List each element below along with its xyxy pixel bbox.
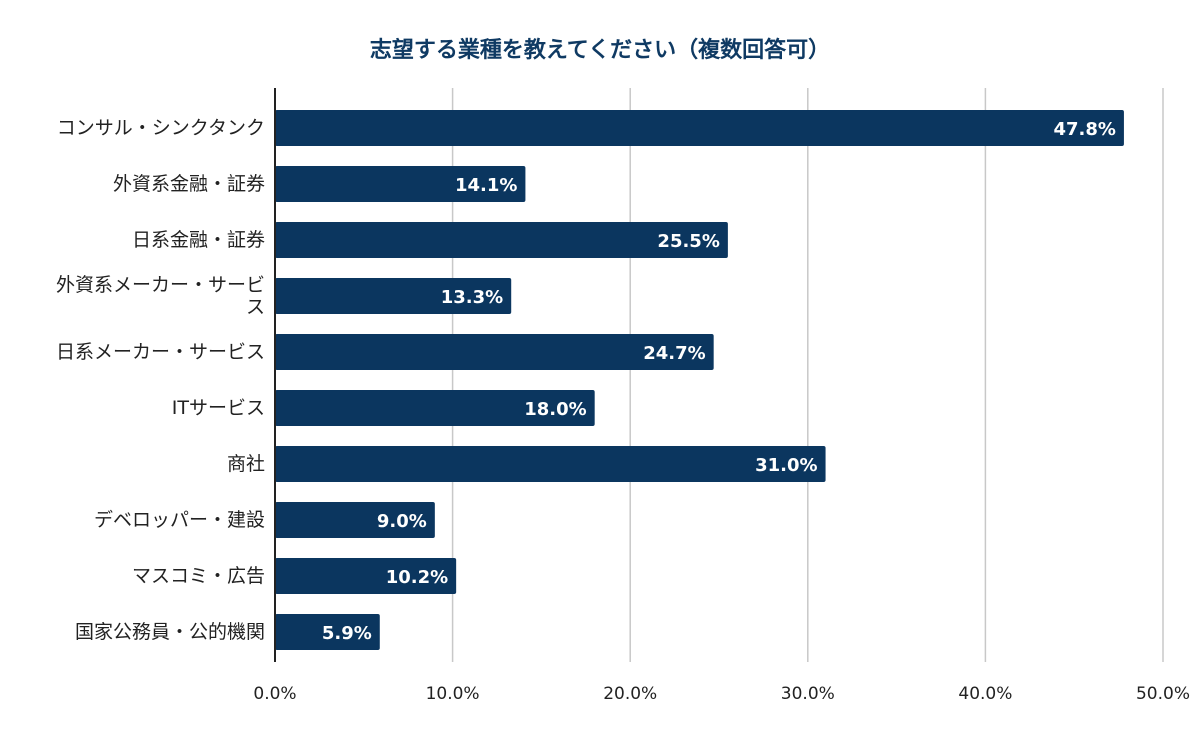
- bar: [275, 222, 728, 258]
- data-label: 14.1%: [455, 175, 517, 196]
- category-label: 国家公務員・公的機関: [74, 621, 265, 643]
- data-label: 25.5%: [657, 231, 719, 252]
- data-label: 18.0%: [524, 399, 586, 420]
- x-tick-label: 50.0%: [1136, 684, 1190, 704]
- x-tick-label: 40.0%: [958, 684, 1012, 704]
- category-label: マスコミ・広告: [131, 565, 265, 587]
- x-tick-label: 20.0%: [603, 684, 657, 704]
- category-label: 商社: [226, 453, 265, 475]
- category-label: 日系メーカー・サービス: [55, 341, 265, 363]
- x-tick-label: 10.0%: [426, 684, 480, 704]
- category-label: 外資系メーカー・サービス: [55, 274, 265, 318]
- x-tick-label: 0.0%: [253, 684, 296, 704]
- bar: [275, 502, 435, 538]
- data-label: 31.0%: [755, 455, 817, 476]
- data-label: 13.3%: [441, 287, 503, 308]
- bar: [275, 334, 714, 370]
- bar: [275, 166, 526, 202]
- data-label: 47.8%: [1053, 119, 1115, 140]
- bar: [275, 446, 826, 482]
- bar: [275, 278, 512, 314]
- x-tick-label: 30.0%: [781, 684, 835, 704]
- data-label: 10.2%: [386, 567, 448, 588]
- data-label: 5.9%: [322, 623, 372, 644]
- category-label: 外資系金融・証券: [112, 173, 265, 195]
- category-label: ITサービス: [171, 397, 265, 419]
- bar: [275, 614, 380, 650]
- category-label: コンサル・シンクタンク: [56, 117, 265, 139]
- category-label: デベロッパー・建設: [93, 509, 265, 531]
- bar: [275, 110, 1124, 146]
- bar: [275, 558, 457, 594]
- data-label: 24.7%: [643, 343, 705, 364]
- bar: [275, 390, 595, 426]
- category-label: 日系金融・証券: [131, 229, 265, 251]
- chart-title: 志望する業種を教えてください（複数回答可）: [369, 38, 831, 63]
- data-label: 9.0%: [377, 511, 427, 532]
